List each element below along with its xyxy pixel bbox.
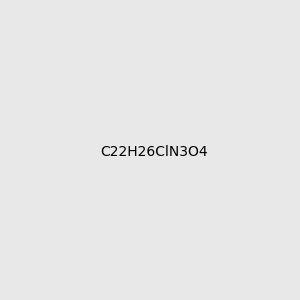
Text: C22H26ClN3O4: C22H26ClN3O4 [100,145,208,158]
